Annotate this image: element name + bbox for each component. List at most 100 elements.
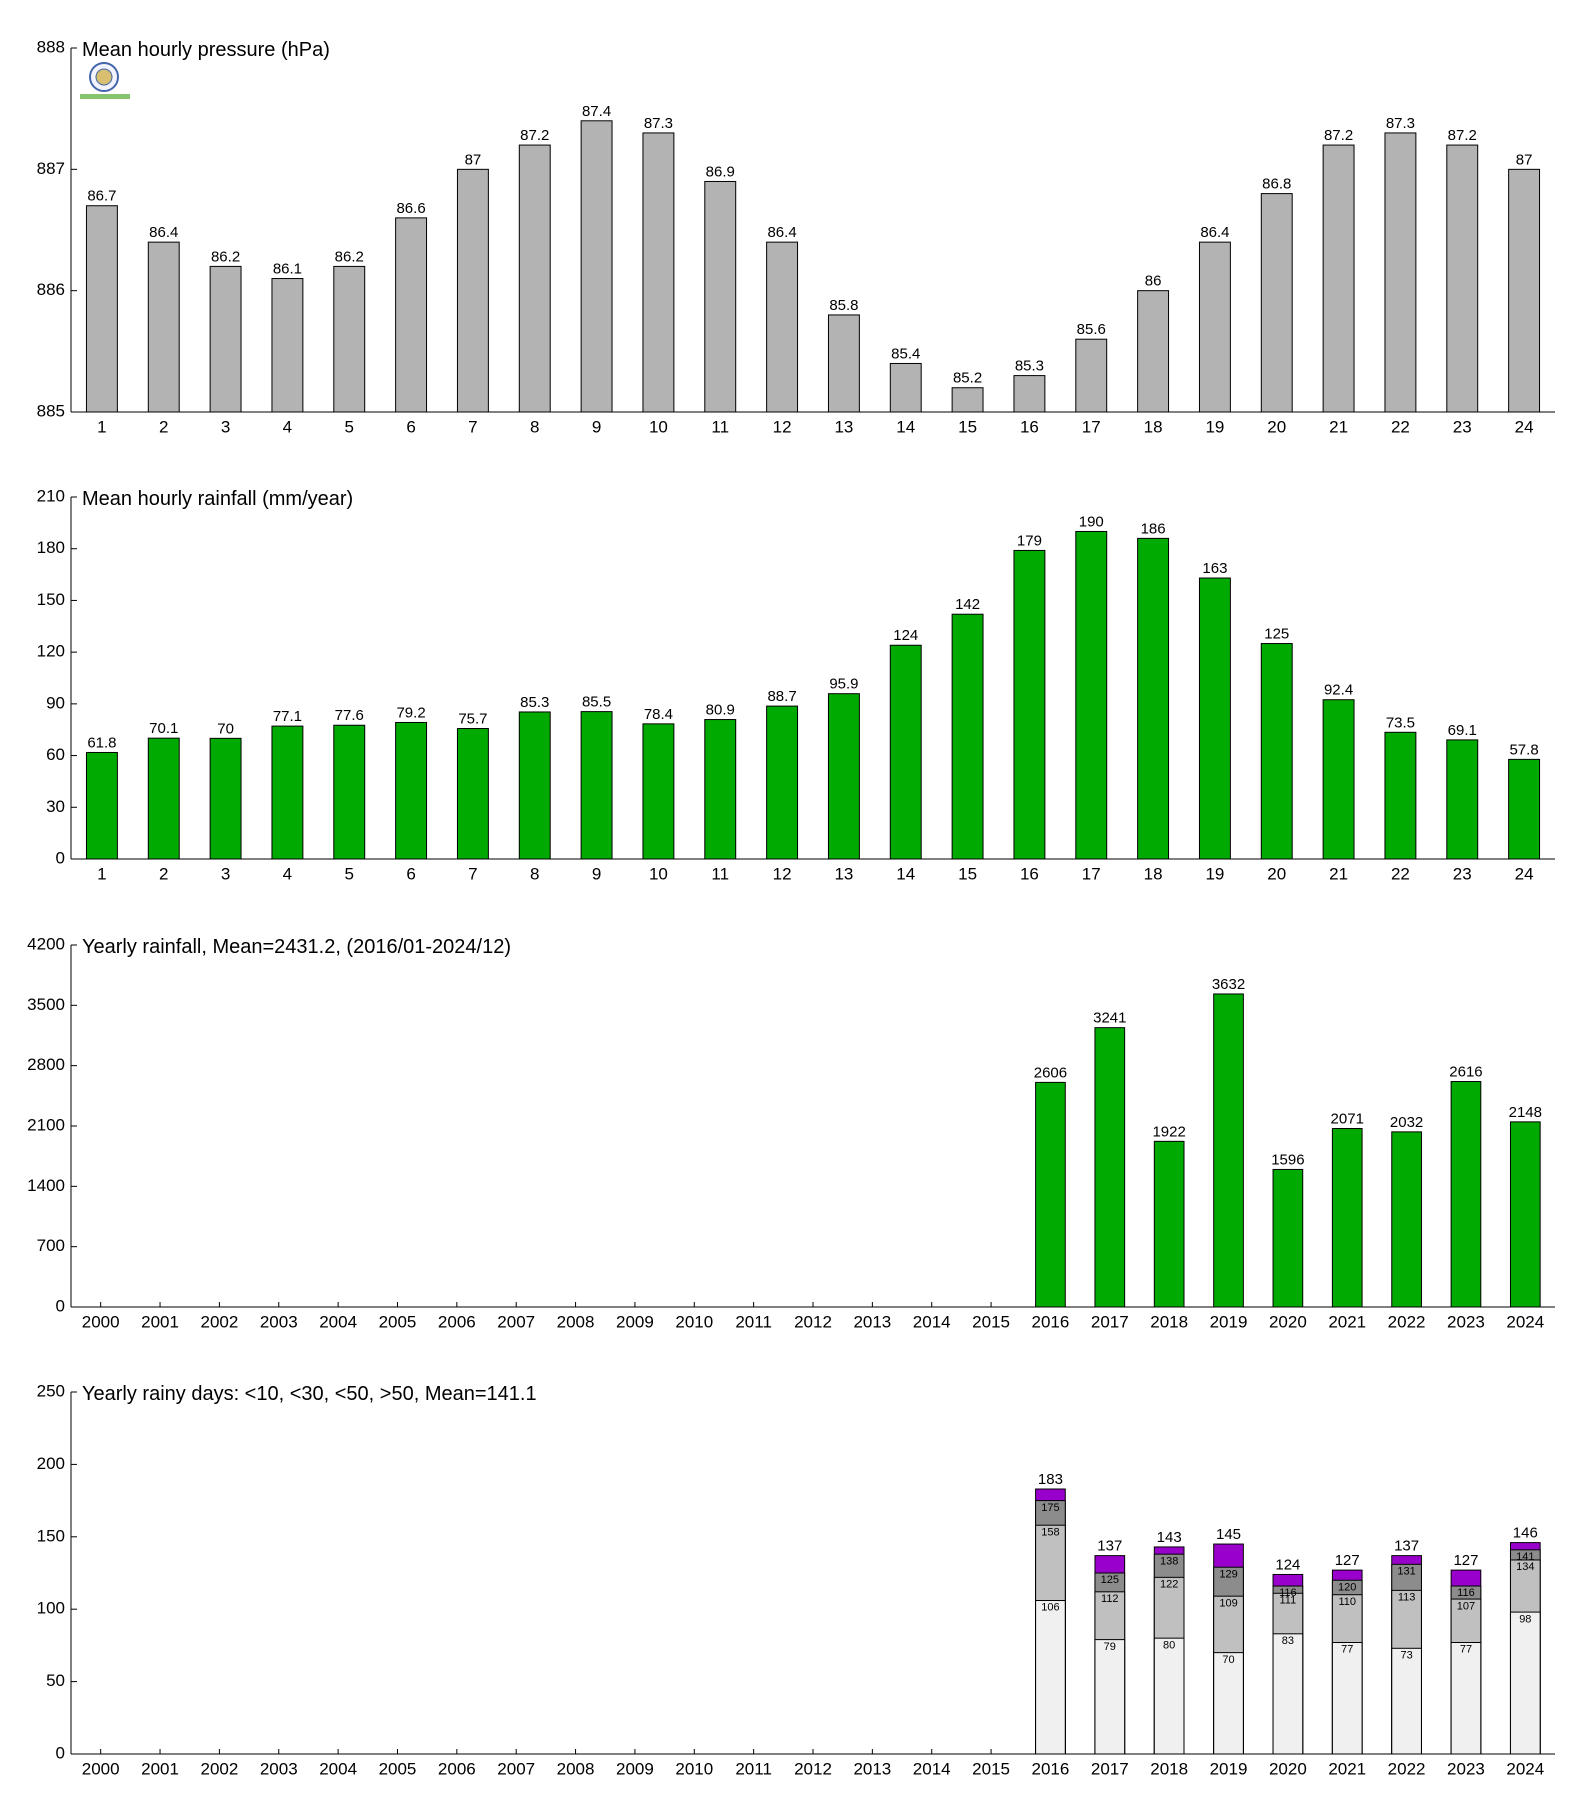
y-tick-label: 120 bbox=[37, 642, 65, 661]
x-tick-label: 8 bbox=[530, 864, 539, 883]
x-tick-label: 2010 bbox=[675, 1759, 713, 1778]
total-label: 124 bbox=[1275, 1556, 1300, 1573]
bar bbox=[1260, 643, 1293, 860]
value-label: 85.8 bbox=[829, 297, 858, 314]
bar bbox=[147, 241, 180, 413]
bar bbox=[1198, 241, 1231, 413]
bar bbox=[209, 265, 242, 413]
x-tick-label: 2003 bbox=[260, 1759, 298, 1778]
bar bbox=[1094, 1027, 1126, 1308]
bar bbox=[456, 168, 489, 413]
segment-label: 131 bbox=[1397, 1566, 1415, 1578]
bar bbox=[827, 314, 860, 413]
x-tick-label: 12 bbox=[773, 417, 792, 436]
value-label: 125 bbox=[1264, 626, 1289, 643]
value-label: 87.3 bbox=[644, 115, 673, 132]
x-tick-label: 13 bbox=[834, 864, 853, 883]
x-tick-label: 20 bbox=[1267, 417, 1286, 436]
y-tick-label: 60 bbox=[46, 745, 65, 764]
value-label: 87 bbox=[1516, 151, 1533, 168]
y-tick-label: 150 bbox=[37, 590, 65, 609]
value-label: 87.2 bbox=[1448, 127, 1477, 144]
x-tick-label: 2013 bbox=[853, 1312, 891, 1331]
y-tick-label: 100 bbox=[37, 1599, 65, 1618]
segment-label: 70 bbox=[1222, 1654, 1234, 1666]
segment-label: 77 bbox=[1460, 1644, 1472, 1656]
x-tick-label: 2006 bbox=[438, 1759, 476, 1778]
bar bbox=[1013, 549, 1046, 860]
total-label: 127 bbox=[1453, 1552, 1478, 1569]
value-label: 124 bbox=[893, 627, 918, 644]
x-tick-label: 23 bbox=[1453, 417, 1472, 436]
bar bbox=[518, 144, 551, 413]
bar bbox=[951, 387, 984, 413]
y-tick-label: 0 bbox=[56, 1743, 65, 1762]
x-tick-label: 23 bbox=[1453, 864, 1472, 883]
bar bbox=[333, 265, 366, 413]
x-tick-label: 2018 bbox=[1150, 1759, 1188, 1778]
bar bbox=[1331, 1127, 1363, 1308]
x-tick-label: 1 bbox=[97, 417, 106, 436]
bar-segment bbox=[1509, 1611, 1541, 1755]
value-label: 86.7 bbox=[87, 188, 116, 205]
x-tick-label: 2000 bbox=[82, 1312, 120, 1331]
segment-label: 129 bbox=[1219, 1568, 1237, 1580]
segment-label: 141 bbox=[1516, 1551, 1534, 1563]
bar bbox=[1450, 1081, 1482, 1308]
bar-segment bbox=[1035, 1600, 1066, 1755]
total-label: 127 bbox=[1335, 1552, 1360, 1569]
segment-label: 107 bbox=[1457, 1600, 1475, 1612]
x-tick-label: 10 bbox=[649, 864, 668, 883]
x-tick-label: 7 bbox=[468, 417, 477, 436]
x-tick-label: 2004 bbox=[319, 1759, 357, 1778]
x-tick-label: 19 bbox=[1205, 864, 1224, 883]
bar bbox=[1075, 338, 1108, 413]
x-tick-label: 2009 bbox=[616, 1759, 654, 1778]
bar-segment bbox=[1391, 1647, 1422, 1755]
bar bbox=[704, 719, 737, 860]
x-tick-label: 2008 bbox=[557, 1759, 595, 1778]
x-tick-label: 24 bbox=[1515, 417, 1534, 436]
x-tick-label: 21 bbox=[1329, 864, 1348, 883]
y-tick-label: 90 bbox=[46, 693, 65, 712]
x-tick-label: 2020 bbox=[1269, 1759, 1307, 1778]
y-tick-label: 30 bbox=[46, 797, 65, 816]
x-tick-label: 2018 bbox=[1150, 1312, 1188, 1331]
x-tick-label: 2014 bbox=[913, 1312, 951, 1331]
x-tick-label: 12 bbox=[773, 864, 792, 883]
value-label: 86 bbox=[1145, 273, 1162, 290]
x-tick-label: 2007 bbox=[497, 1759, 535, 1778]
value-label: 86.8 bbox=[1262, 176, 1291, 193]
y-tick-label: 1400 bbox=[27, 1176, 65, 1195]
x-tick-label: 6 bbox=[406, 417, 415, 436]
value-label: 85.6 bbox=[1077, 321, 1106, 338]
value-label: 70.1 bbox=[149, 720, 178, 737]
x-tick-label: 1 bbox=[97, 864, 106, 883]
y-tick-label: 4200 bbox=[27, 934, 65, 953]
x-tick-label: 16 bbox=[1020, 417, 1039, 436]
value-label: 87.2 bbox=[520, 127, 549, 144]
bar bbox=[1260, 193, 1293, 413]
value-label: 87.4 bbox=[582, 103, 611, 120]
bar bbox=[642, 132, 675, 413]
bar bbox=[1322, 699, 1355, 860]
value-label: 85.3 bbox=[520, 694, 549, 711]
bar bbox=[1322, 144, 1355, 413]
bar bbox=[951, 613, 984, 860]
bar bbox=[580, 711, 613, 860]
segment-label: 109 bbox=[1219, 1597, 1237, 1609]
x-tick-label: 2010 bbox=[675, 1312, 713, 1331]
bar bbox=[766, 705, 799, 860]
x-tick-label: 11 bbox=[711, 864, 729, 883]
x-tick-label: 11 bbox=[711, 417, 729, 436]
segment-label: 120 bbox=[1338, 1581, 1356, 1593]
x-tick-label: 2004 bbox=[319, 1312, 357, 1331]
segment-label: 116 bbox=[1279, 1587, 1297, 1599]
bar bbox=[147, 737, 180, 860]
x-tick-label: 21 bbox=[1329, 417, 1348, 436]
bar bbox=[889, 644, 922, 860]
x-tick-label: 2008 bbox=[557, 1312, 595, 1331]
x-tick-label: 2024 bbox=[1506, 1759, 1544, 1778]
value-label: 69.1 bbox=[1448, 722, 1477, 739]
